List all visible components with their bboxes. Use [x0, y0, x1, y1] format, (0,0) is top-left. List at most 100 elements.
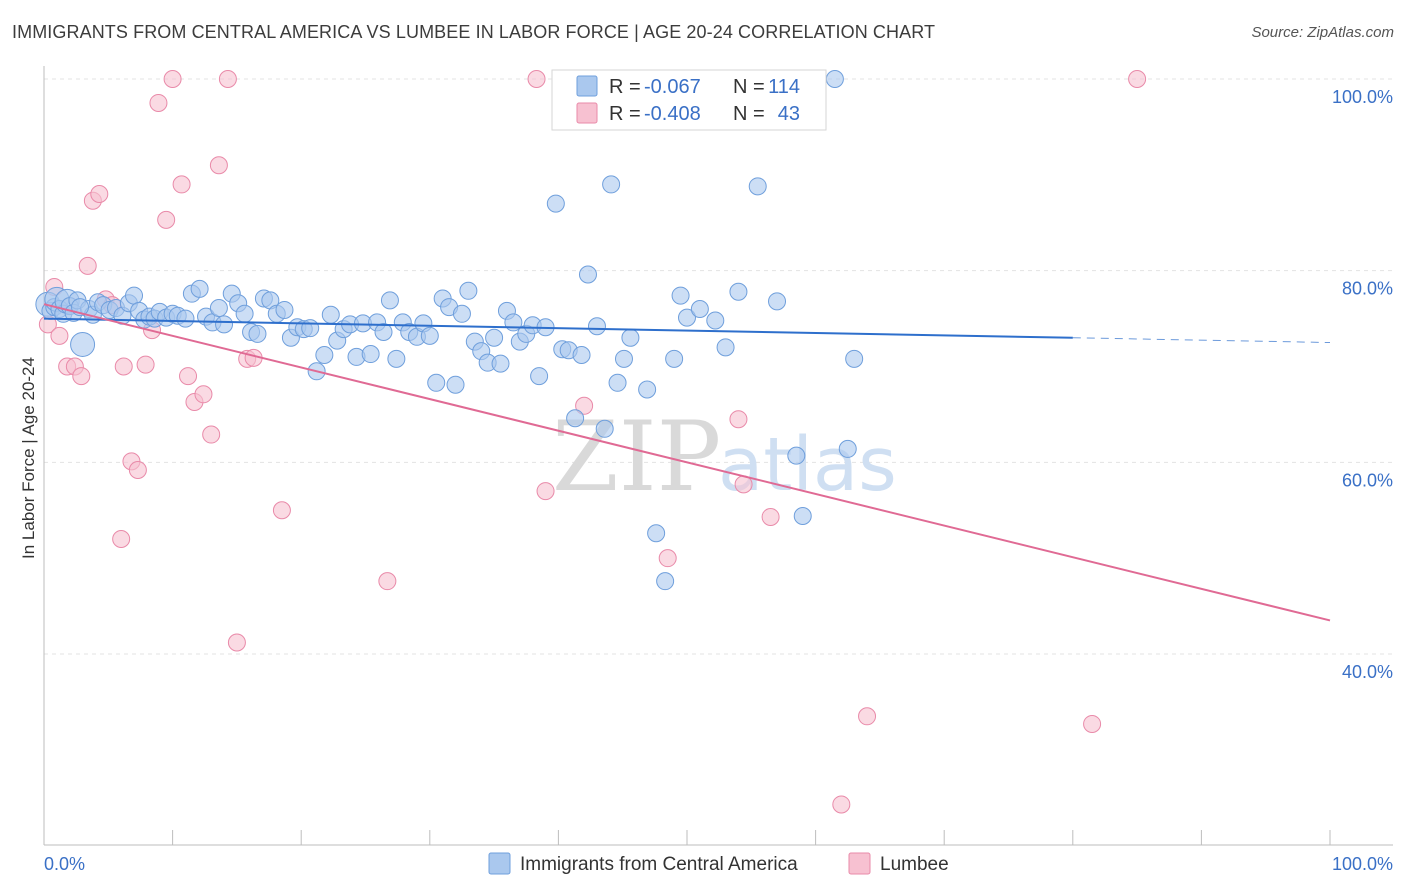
central-america-point: [70, 331, 96, 357]
lumbee-point: [136, 355, 155, 374]
lumbee-point: [72, 367, 91, 386]
y-tick-label-80: 80.0%: [1342, 279, 1393, 299]
central-america-point: [595, 419, 614, 438]
lumbee-point: [149, 93, 168, 112]
central-america-point: [275, 300, 294, 319]
lumbee-point: [832, 795, 851, 814]
legend-n-value-1: 114: [768, 76, 800, 98]
trend-lines: [43, 303, 1331, 622]
series-label-lumbee: Lumbee: [880, 854, 949, 875]
axes: [43, 66, 1393, 846]
central-america-point: [572, 346, 591, 364]
central-america-point: [690, 300, 709, 318]
central-america-point: [235, 304, 254, 323]
central-america-trend-extension: [1072, 337, 1331, 344]
central-america-point: [614, 349, 633, 368]
central-america-point: [546, 194, 565, 213]
lumbee-point: [858, 707, 877, 726]
legend-n-label-2: N =: [733, 103, 765, 125]
central-america-point: [566, 409, 585, 428]
central-america-point: [602, 175, 621, 194]
chart-title: IMMIGRANTS FROM CENTRAL AMERICA VS LUMBE…: [12, 22, 936, 42]
central-america-point: [825, 70, 844, 88]
legend-r-value-1: -0.067: [644, 76, 701, 98]
central-america-point: [621, 328, 640, 347]
central-america-point: [420, 326, 439, 345]
lumbee-point: [172, 175, 191, 194]
central-america-point: [209, 299, 228, 318]
legend-n-value-2: 43: [778, 103, 800, 125]
central-america-point: [215, 315, 234, 334]
lumbee-point: [658, 549, 677, 568]
central-america-point: [638, 380, 657, 399]
y-tick-labels: 40.0% 60.0% 80.0% 100.0%: [1332, 87, 1393, 682]
lumbee-point: [1083, 714, 1102, 733]
lumbee-point: [90, 185, 109, 203]
central-america-point: [838, 439, 857, 458]
central-america-point: [729, 282, 748, 301]
central-america-point: [485, 328, 504, 347]
lumbee-point: [128, 461, 147, 479]
central-america-point: [671, 286, 690, 305]
central-america-point: [190, 279, 209, 298]
central-america-point: [380, 291, 399, 310]
y-tick-label-60: 60.0%: [1342, 470, 1393, 490]
lumbee-point: [112, 530, 131, 548]
legend-n-label-1: N =: [733, 76, 765, 98]
central-america-point: [301, 319, 320, 338]
central-america-point: [587, 317, 606, 336]
lumbee-points: [38, 70, 1147, 814]
x-tick-label-min: 0.0%: [44, 854, 85, 874]
lumbee-trend-line: [43, 303, 1331, 622]
central-america-point: [459, 281, 478, 300]
lumbee-point: [202, 425, 221, 444]
central-america-point: [491, 354, 510, 373]
central-america-point: [321, 305, 340, 324]
lumbee-point: [527, 70, 546, 88]
lumbee-point: [209, 156, 228, 175]
legend-r-label-2: R =: [609, 103, 641, 125]
series-swatch-central-america: [488, 852, 511, 875]
central-america-point: [706, 311, 725, 330]
central-america-point: [793, 507, 812, 525]
lumbee-point: [761, 507, 780, 526]
central-america-point: [452, 304, 471, 323]
central-america-point: [678, 308, 696, 327]
central-america-point: [361, 345, 380, 364]
central-america-point: [427, 373, 446, 392]
central-america-point: [845, 349, 864, 368]
central-america-point: [176, 309, 195, 328]
lumbee-point: [157, 210, 176, 229]
lumbee-point: [163, 70, 182, 88]
series-legend: Immigrants from Central America Lumbee: [488, 852, 949, 875]
legend-swatch-blue: [576, 75, 598, 97]
lumbee-point: [218, 70, 237, 88]
legend-r-label-1: R =: [609, 76, 641, 98]
central-america-point: [315, 346, 334, 364]
x-tick-label-max: 100.0%: [1332, 854, 1393, 874]
watermark-atlas: atlas: [718, 422, 897, 508]
lumbee-point: [729, 410, 748, 429]
lumbee-point: [272, 501, 291, 520]
central-america-trend-line: [43, 317, 1073, 339]
lumbee-point: [194, 385, 213, 404]
central-america-point: [787, 446, 806, 465]
lumbee-point: [378, 572, 397, 591]
central-america-point: [446, 375, 465, 394]
series-label-central-america: Immigrants from Central America: [520, 854, 798, 875]
lumbee-point: [179, 367, 198, 386]
legend-swatch-pink: [576, 102, 598, 124]
lumbee-point: [1128, 70, 1147, 88]
central-america-point: [578, 265, 597, 284]
central-america-point: [608, 373, 627, 392]
central-america-point: [665, 349, 684, 368]
lumbee-point: [575, 396, 594, 415]
correlation-legend: R = -0.067 N = 114 R = -0.408 N = 43: [551, 69, 827, 131]
lumbee-point: [78, 256, 97, 275]
legend-r-value-2: -0.408: [644, 103, 701, 125]
central-america-point: [248, 324, 267, 343]
lumbee-point: [50, 326, 69, 345]
y-tick-label-100: 100.0%: [1332, 87, 1393, 107]
central-america-point: [374, 323, 393, 341]
